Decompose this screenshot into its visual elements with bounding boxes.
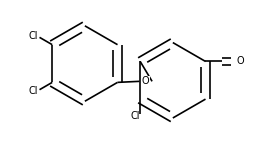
Text: Cl: Cl — [131, 111, 140, 121]
Text: Cl: Cl — [28, 86, 38, 96]
Text: Cl: Cl — [28, 31, 38, 41]
Text: O: O — [236, 56, 244, 66]
Text: O: O — [142, 76, 150, 86]
